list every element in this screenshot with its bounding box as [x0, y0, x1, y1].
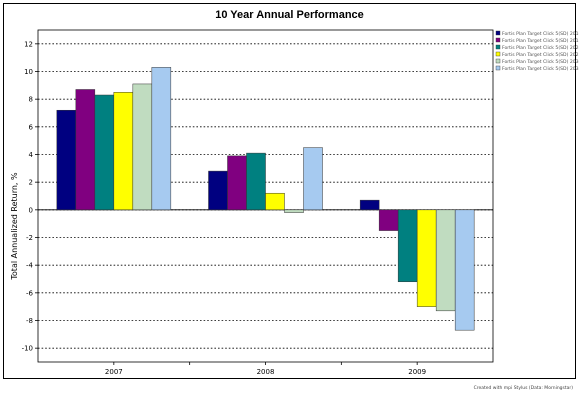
bar-2007-series-1: [56, 109, 77, 211]
legend-swatch: [495, 58, 501, 64]
y-tick-label: 6: [29, 123, 34, 131]
bar-2009-series-3: [397, 209, 418, 283]
bar-2007-series-2: [75, 89, 96, 211]
bar-2008-series-3: [246, 152, 266, 211]
y-tick-label: 10: [24, 68, 33, 76]
bar-2008-series-1: [208, 170, 228, 211]
x-tick-label: 2007: [105, 368, 123, 376]
y-tick-label: -2: [26, 234, 33, 242]
credit-note: Created with mpi Stylus (Data: Morningst…: [473, 386, 573, 391]
y-tick-label: -6: [26, 289, 34, 297]
bar-2009-series-2: [378, 209, 399, 231]
legend-label: Fortis Plan Target Click 5(SD) 2010: [502, 31, 579, 37]
legend-swatch: [495, 65, 501, 71]
bar-2007-series-4: [113, 92, 134, 211]
bar-2008-series-6: [303, 147, 323, 211]
legend-label: Fortis Plan Target Click 5(SD) 2030: [502, 59, 579, 65]
bar-2009-series-1: [359, 199, 380, 211]
y-tick-label: -8: [26, 317, 33, 325]
legend-label: Fortis Plan Target Click 5(SD) 2035: [502, 66, 579, 72]
y-tick-label: -4: [26, 262, 34, 270]
legend-swatch: [495, 44, 501, 50]
legend-label: Fortis Plan Target Click 5(SD) 2025: [502, 52, 579, 58]
bar-2009-series-6: [454, 209, 475, 331]
legend-label: Fortis Plan Target Click 5(SD) 2020: [502, 45, 579, 51]
legend-label: Fortis Plan Target Click 5(SD) 2015: [502, 38, 579, 44]
legend-swatch: [495, 30, 501, 36]
bar-2007-series-5: [132, 83, 153, 211]
bar-2009-series-4: [416, 209, 437, 307]
bar-2007-series-6: [151, 67, 172, 211]
chart-title: 10 Year Annual Performance: [215, 9, 364, 21]
y-tick-label: 12: [24, 40, 33, 48]
bar-2008-series-2: [227, 155, 247, 211]
bar-2008-series-4: [265, 192, 285, 211]
bar-2009-series-5: [435, 209, 456, 312]
bar-2007-series-3: [94, 94, 115, 211]
x-tick-label: 2008: [257, 368, 275, 376]
legend-swatch: [495, 51, 501, 57]
y-tick-label: 4: [29, 151, 34, 159]
y-axis-label: Total Annualized Return, %: [10, 172, 19, 281]
y-tick-label: 2: [29, 179, 33, 187]
y-tick-label: -10: [22, 345, 33, 353]
y-tick-label: 0: [29, 206, 33, 214]
x-tick-label: 2009: [408, 368, 426, 376]
bar-2008-series-5: [284, 209, 304, 213]
y-tick-label: 8: [29, 96, 33, 104]
legend-swatch: [495, 37, 501, 43]
